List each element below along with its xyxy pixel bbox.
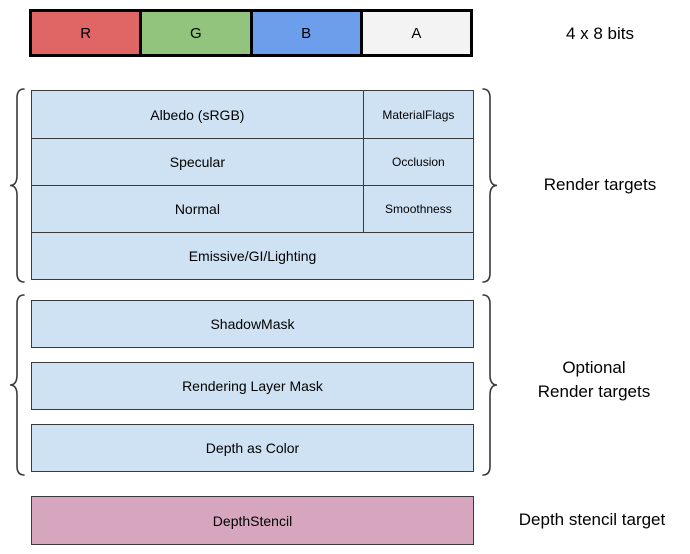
channel-cell-r: R (32, 12, 143, 54)
depth-stencil-target-label: Depth stencil target (518, 510, 666, 529)
row-label-rendering-layer-mask: Rendering Layer Mask (182, 378, 323, 394)
channel-label-r: R (80, 24, 92, 42)
channel-cell-g: G (142, 12, 253, 54)
brace-right-render-targets (481, 88, 499, 283)
optional-box-depth-as-color: Depth as Color (31, 424, 474, 472)
table-row-specular: Specular Occlusion (32, 138, 473, 185)
optional-label-line2: Render targets (537, 382, 651, 401)
row-label-depth-as-color: Depth as Color (205, 440, 300, 456)
optional-box-shadowmask: ShadowMask (31, 300, 474, 348)
render-targets-label: Render targets (543, 175, 657, 194)
channel-cell-b: B (252, 12, 363, 54)
channel-cell-a: A (362, 12, 470, 54)
row-label-occlusion: Occlusion (362, 139, 473, 185)
row-label-emissive: Emissive/GI/Lighting (188, 248, 317, 264)
table-row-normal: Normal Smoothness (32, 185, 473, 232)
row-label-normal: Normal (174, 201, 220, 217)
table-row-emissive: Emissive/GI/Lighting (32, 232, 473, 279)
row-label-smoothness: Smoothness (362, 186, 473, 232)
depth-stencil-box: DepthStencil (31, 496, 474, 545)
optional-box-rendering-layer-mask: Rendering Layer Mask (31, 362, 474, 410)
channel-label-g: G (190, 24, 202, 42)
optional-label-line1: Optional (562, 358, 626, 377)
channel-label-b: B (301, 24, 312, 42)
row-label-shadowmask: ShadowMask (210, 316, 295, 332)
brace-left-optional-targets (8, 294, 26, 476)
row-label-depthstencil: DepthStencil (212, 512, 293, 529)
brace-right-optional-targets (481, 294, 499, 476)
rgba-channels-bar: R G B A (29, 9, 473, 57)
row-label-materialflags: MaterialFlags (362, 91, 473, 138)
bits-label: 4 x 8 bits (565, 24, 635, 43)
render-targets-table: Albedo (sRGB) MaterialFlags Specular Occ… (31, 90, 474, 280)
brace-left-render-targets (8, 88, 26, 283)
channel-label-a: A (411, 24, 422, 42)
row-label-albedo: Albedo (sRGB) (150, 106, 245, 123)
table-row-albedo: Albedo (sRGB) MaterialFlags (32, 91, 473, 138)
optional-render-targets-label: Optional Render targets (499, 356, 689, 404)
row-label-specular: Specular (169, 154, 225, 170)
